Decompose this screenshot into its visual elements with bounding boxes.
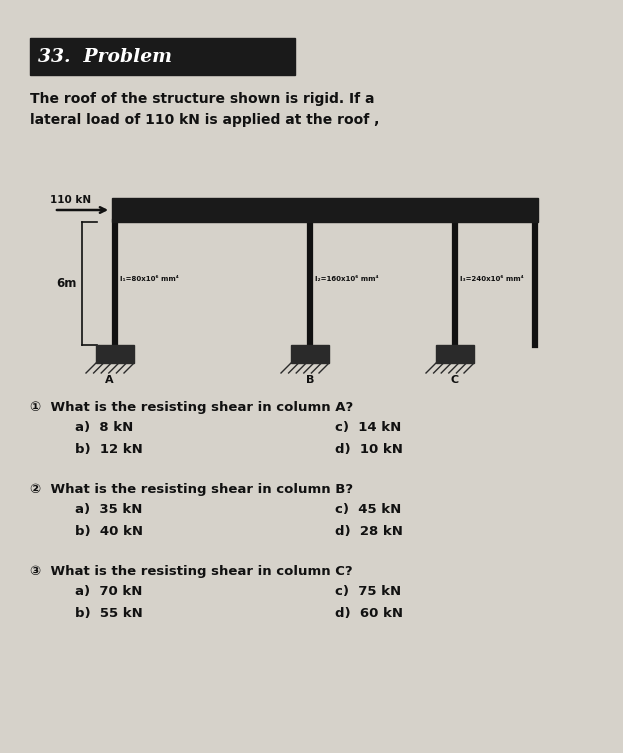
Text: d)  10 kN: d) 10 kN: [335, 443, 403, 456]
Text: b)  40 kN: b) 40 kN: [75, 525, 143, 538]
Text: c)  14 kN: c) 14 kN: [335, 421, 401, 434]
Text: a)  70 kN: a) 70 kN: [75, 585, 143, 598]
Text: I₁=80x10⁶ mm⁴: I₁=80x10⁶ mm⁴: [120, 276, 179, 282]
Bar: [436, 345, 474, 363]
Bar: [30, 38, 295, 75]
Text: a)  8 kN: a) 8 kN: [75, 421, 133, 434]
Text: a)  35 kN: a) 35 kN: [75, 503, 143, 516]
Text: d)  28 kN: d) 28 kN: [335, 525, 403, 538]
Text: ①  What is the resisting shear in column A?: ① What is the resisting shear in column …: [30, 401, 353, 414]
Text: ③  What is the resisting shear in column C?: ③ What is the resisting shear in column …: [30, 565, 353, 578]
Text: d)  60 kN: d) 60 kN: [335, 607, 403, 620]
Bar: [291, 345, 329, 363]
Text: c)  75 kN: c) 75 kN: [335, 585, 401, 598]
Text: The roof of the structure shown is rigid. If a
lateral load of 110 kN is applied: The roof of the structure shown is rigid…: [30, 92, 379, 127]
Text: B: B: [306, 375, 314, 385]
Text: 6m: 6m: [57, 277, 77, 290]
Text: b)  12 kN: b) 12 kN: [75, 443, 143, 456]
Text: I₂=160x10⁶ mm⁴: I₂=160x10⁶ mm⁴: [315, 276, 379, 282]
Text: 33.  Problem: 33. Problem: [38, 47, 172, 66]
Text: b)  55 kN: b) 55 kN: [75, 607, 143, 620]
Text: 110 kN: 110 kN: [50, 195, 91, 205]
Text: C: C: [451, 375, 459, 385]
Bar: [112, 198, 538, 222]
Text: A: A: [105, 375, 113, 385]
Bar: [96, 345, 134, 363]
Text: c)  45 kN: c) 45 kN: [335, 503, 401, 516]
Text: ②  What is the resisting shear in column B?: ② What is the resisting shear in column …: [30, 483, 353, 496]
Text: I₃=240x10⁶ mm⁴: I₃=240x10⁶ mm⁴: [460, 276, 523, 282]
